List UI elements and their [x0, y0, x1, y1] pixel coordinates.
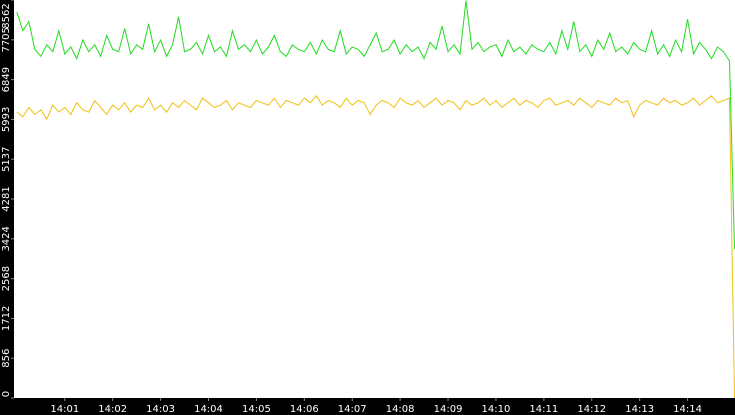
y-tick-label: 4281: [1, 186, 12, 211]
y-tick-label: 7705: [1, 27, 12, 52]
x-tick-label: 14:03: [146, 404, 175, 415]
series-line: [16, 0, 735, 250]
x-tick-label: 14:02: [98, 404, 127, 415]
y-tick-label: 5137: [1, 146, 12, 171]
y-tick-label: 6849: [1, 67, 12, 92]
series-line: [16, 95, 735, 399]
plot-area: [14, 0, 735, 398]
x-tick-label: 14:10: [482, 404, 511, 415]
x-tick-label: 14:01: [50, 404, 79, 415]
y-tick-label: 1712: [1, 306, 12, 331]
y-tick-label: 0: [1, 391, 12, 397]
y-tick-label: 2568: [1, 266, 12, 291]
x-tick-label: 14:11: [529, 404, 558, 415]
x-tick-label: 14:07: [338, 404, 367, 415]
y-tick-label: 5993: [1, 107, 12, 132]
y-tick-label: 856: [1, 349, 12, 368]
x-tick-label: 14:12: [577, 404, 606, 415]
x-tick-label: 14:08: [386, 404, 415, 415]
x-tick-label: 14:04: [194, 404, 223, 415]
x-tick-label: 14:05: [242, 404, 271, 415]
x-tick-label: 14:14: [673, 404, 702, 415]
y-tick-label: 8562: [1, 3, 12, 28]
y-tick-label: 3424: [1, 226, 12, 251]
x-tick-label: 14:09: [434, 404, 463, 415]
x-tick-label: 14:13: [625, 404, 654, 415]
x-tick-label: 14:06: [290, 404, 319, 415]
